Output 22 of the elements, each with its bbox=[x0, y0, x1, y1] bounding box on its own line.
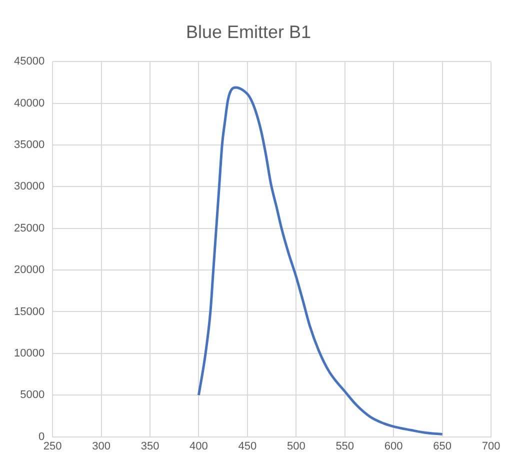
y-tick-label: 25000 bbox=[14, 222, 45, 234]
x-tick-label: 450 bbox=[238, 440, 257, 452]
x-tick-label: 650 bbox=[433, 440, 452, 452]
x-tick-label: 550 bbox=[336, 440, 354, 452]
x-tick-label: 600 bbox=[384, 440, 403, 452]
x-tick-label: 500 bbox=[286, 440, 306, 452]
y-tick-label: 45000 bbox=[14, 56, 45, 68]
y-tick-label: 30000 bbox=[14, 180, 45, 193]
x-tick-label: 350 bbox=[140, 440, 160, 452]
x-tick-label: 400 bbox=[190, 440, 208, 452]
x-tick-label: 250 bbox=[43, 440, 62, 452]
y-tick-label: 5000 bbox=[20, 389, 45, 402]
y-tick-label: 15000 bbox=[14, 306, 45, 318]
x-tick-label: 700 bbox=[482, 440, 500, 452]
y-tick-label: 20000 bbox=[14, 264, 45, 276]
line-series bbox=[197, 86, 444, 436]
y-tick-label: 10000 bbox=[14, 347, 45, 360]
chart-title: Blue Emitter B1 bbox=[186, 22, 312, 42]
y-tick-label: 0 bbox=[38, 430, 45, 443]
y-tick-label: 35000 bbox=[14, 139, 45, 152]
y-tick-label: 40000 bbox=[14, 97, 45, 110]
x-tick-label: 300 bbox=[92, 440, 110, 452]
